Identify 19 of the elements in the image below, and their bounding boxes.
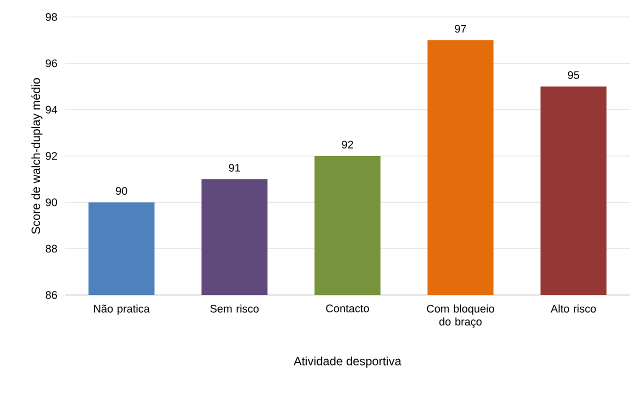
x-tick-label: Alto risco [550, 304, 596, 313]
data-label: 95 [568, 71, 580, 79]
data-label: 92 [342, 140, 354, 148]
y-tick-label: 98 [46, 13, 57, 21]
data-label: 91 [228, 164, 240, 172]
y-tick-label: 96 [46, 59, 57, 68]
y-tick-label: 88 [46, 244, 57, 253]
y-tick-label: 94 [46, 106, 58, 114]
x-axis-title: Atividade desportiva [294, 356, 402, 368]
x-tick-label: Não pratica [94, 304, 150, 315]
y-axis-title: Score de walch-duplay médio [31, 78, 42, 234]
data-label: 97 [454, 24, 466, 33]
x-tick-label: Sem risco [210, 304, 259, 313]
x-tick-label: Com bloqueio do braço [426, 304, 494, 328]
data-label: 90 [116, 187, 128, 195]
y-tick-label: 92 [46, 152, 57, 160]
y-tick-label: 86 [46, 291, 57, 299]
x-tick-label: Contacto [326, 304, 369, 312]
y-tick-label: 90 [46, 198, 58, 206]
